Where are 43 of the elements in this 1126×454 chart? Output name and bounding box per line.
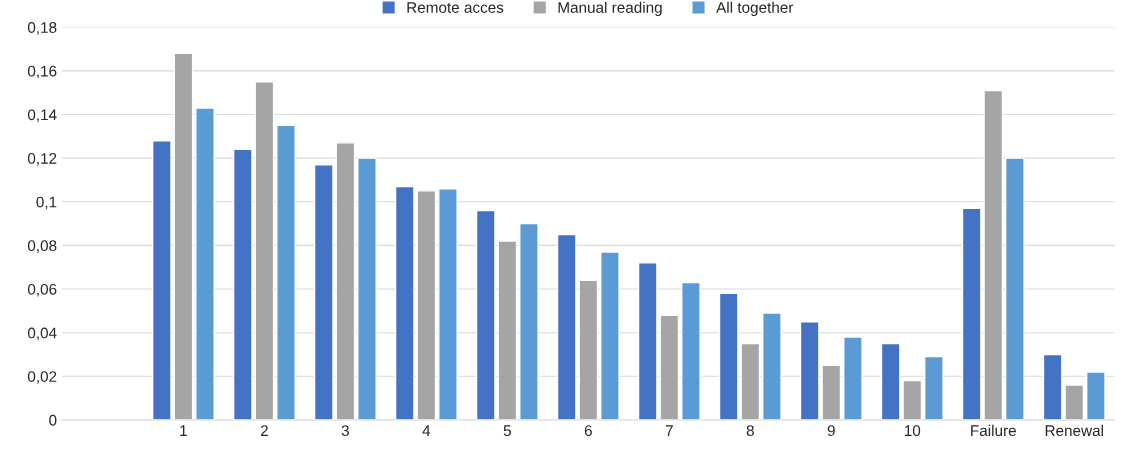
bar	[762, 312, 782, 420]
bar	[681, 281, 701, 420]
bar	[600, 251, 620, 420]
bar	[843, 336, 863, 420]
legend-label: Remote acces	[407, 2, 504, 13]
x-tick-label: 3	[341, 425, 349, 437]
bar	[923, 355, 944, 420]
bar	[173, 52, 194, 420]
x-tick-label: 7	[665, 425, 673, 436]
bar	[335, 142, 356, 420]
y-tick-label: 0,12	[27, 153, 57, 166]
bar	[276, 124, 296, 420]
x-tick-label: 10	[904, 425, 921, 437]
x-tick-label: Failure	[971, 424, 1016, 437]
bar	[357, 157, 377, 420]
bar	[232, 148, 253, 420]
x-tick-label: 5	[503, 425, 511, 437]
legend-label: Manual reading	[558, 1, 662, 16]
x-tick-label: 2	[260, 425, 268, 436]
legend-label: All together	[716, 1, 794, 16]
x-tick-label: 4	[422, 425, 431, 436]
x-tick-label: 6	[584, 425, 592, 437]
bar	[313, 163, 334, 420]
bar	[254, 81, 275, 420]
y-tick-label: 0,06	[27, 283, 57, 297]
bar	[519, 222, 539, 420]
bar	[195, 107, 215, 420]
x-tick-label: Renewal	[1045, 424, 1103, 437]
x-tick-label: 8	[746, 425, 754, 437]
y-tick-label: 0	[49, 414, 57, 426]
bar	[1085, 371, 1106, 420]
y-tick-label: 0,02	[27, 371, 57, 384]
y-tick-label: 0,18	[27, 22, 57, 35]
y-tick-label: 0,16	[27, 65, 57, 79]
y-tick-label: 0,08	[27, 240, 57, 253]
bar	[1004, 157, 1025, 420]
bar	[438, 187, 458, 420]
x-tick-label: 1	[180, 425, 187, 436]
x-tick-label: 9	[827, 425, 835, 437]
y-tick-label: 0,1	[36, 196, 57, 210]
bar	[151, 139, 172, 420]
y-tick-label: 0,14	[27, 109, 57, 122]
y-tick-label: 0,04	[27, 327, 57, 341]
